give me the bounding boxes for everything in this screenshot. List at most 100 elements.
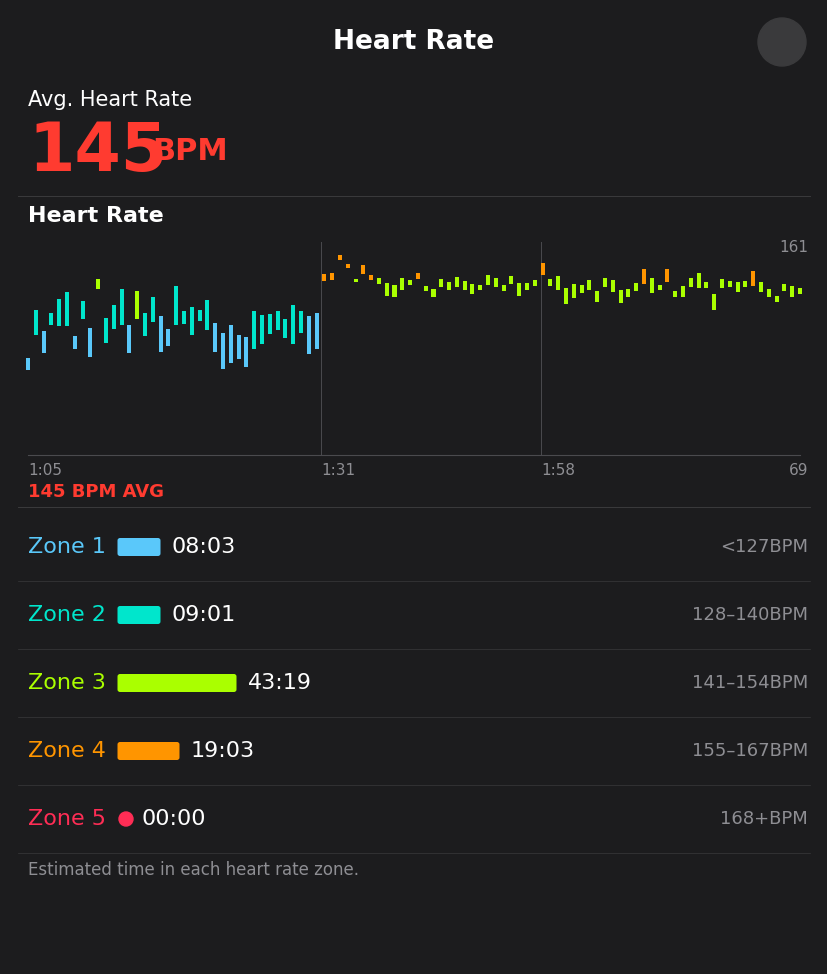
Bar	[57, 299, 61, 326]
Bar	[485, 275, 490, 285]
Bar	[353, 279, 357, 282]
Text: 141–154BPM: 141–154BPM	[691, 674, 807, 692]
Bar	[80, 301, 84, 319]
Bar	[198, 311, 201, 321]
Bar	[306, 316, 310, 354]
Text: ✕: ✕	[772, 32, 790, 52]
Bar	[517, 283, 521, 296]
Bar	[571, 284, 575, 298]
Bar	[182, 312, 186, 323]
Bar	[672, 291, 676, 297]
Bar	[766, 288, 770, 297]
Bar	[696, 273, 700, 288]
Text: 1:31: 1:31	[321, 463, 355, 478]
Bar	[727, 281, 731, 286]
Bar	[595, 290, 599, 302]
Bar	[166, 329, 170, 346]
Bar	[330, 274, 334, 280]
Circle shape	[757, 18, 805, 66]
Text: Zone 5: Zone 5	[28, 809, 106, 829]
Text: Avg. Heart Rate: Avg. Heart Rate	[28, 90, 192, 110]
Bar	[96, 279, 100, 289]
Bar	[228, 324, 232, 363]
Bar	[657, 285, 661, 290]
Bar	[34, 310, 38, 335]
Bar	[112, 305, 116, 328]
Text: Heart Rate: Heart Rate	[28, 206, 164, 226]
Bar	[189, 307, 194, 335]
Text: Zone 2: Zone 2	[28, 605, 106, 625]
Bar	[26, 358, 30, 370]
FancyBboxPatch shape	[117, 742, 179, 760]
Text: 00:00: 00:00	[141, 809, 206, 829]
Bar	[291, 306, 294, 344]
Bar	[135, 290, 139, 318]
Bar	[797, 288, 801, 294]
Bar	[119, 288, 123, 325]
Bar	[399, 278, 404, 290]
Text: 09:01: 09:01	[172, 605, 236, 625]
Bar	[127, 324, 131, 353]
Bar	[454, 277, 458, 287]
Bar	[711, 294, 715, 311]
Text: 08:03: 08:03	[172, 537, 236, 557]
Bar	[213, 323, 217, 353]
Bar	[385, 282, 388, 296]
Bar	[50, 314, 53, 324]
Bar	[719, 279, 723, 287]
Bar	[65, 292, 69, 326]
Bar	[556, 276, 560, 290]
Bar	[704, 282, 708, 288]
Bar	[151, 297, 155, 321]
FancyBboxPatch shape	[117, 674, 237, 692]
Bar	[618, 289, 622, 303]
FancyBboxPatch shape	[117, 538, 160, 556]
Bar	[734, 281, 739, 292]
Bar	[493, 278, 497, 287]
Bar	[633, 283, 638, 290]
Bar	[237, 335, 241, 358]
Bar	[392, 284, 396, 297]
Text: Zone 4: Zone 4	[28, 741, 106, 761]
Text: 145 BPM AVG: 145 BPM AVG	[28, 483, 164, 501]
Text: 155–167BPM: 155–167BPM	[691, 742, 807, 760]
Bar	[275, 311, 280, 330]
Bar	[244, 337, 248, 367]
Text: 43:19: 43:19	[248, 673, 312, 693]
Bar	[610, 280, 614, 291]
Bar	[221, 333, 225, 369]
Bar	[337, 255, 342, 260]
Text: <127BPM: <127BPM	[719, 538, 807, 556]
Bar	[743, 281, 747, 286]
Bar	[665, 269, 669, 282]
Bar	[501, 285, 505, 291]
Text: 145: 145	[28, 119, 167, 185]
Bar	[158, 316, 162, 353]
Text: 161: 161	[778, 240, 807, 255]
Bar	[73, 336, 77, 349]
Text: Zone 1: Zone 1	[28, 537, 106, 557]
Bar	[649, 279, 653, 293]
Bar	[547, 280, 552, 286]
Bar	[524, 282, 528, 289]
Bar	[408, 281, 412, 285]
Bar	[602, 279, 606, 287]
Text: 1:58: 1:58	[541, 463, 575, 478]
Text: 1:05: 1:05	[28, 463, 62, 478]
FancyBboxPatch shape	[117, 606, 160, 624]
Bar	[205, 300, 209, 330]
Text: 19:03: 19:03	[191, 741, 255, 761]
Bar	[322, 275, 326, 281]
Bar	[782, 283, 786, 290]
Bar	[104, 318, 108, 344]
Bar	[641, 270, 645, 284]
Bar	[563, 287, 567, 304]
Bar	[478, 284, 481, 289]
Text: 69: 69	[787, 463, 807, 478]
Bar	[758, 282, 762, 292]
Bar	[626, 289, 629, 297]
Bar	[462, 281, 466, 290]
Bar	[361, 265, 365, 275]
Text: 128–140BPM: 128–140BPM	[691, 606, 807, 624]
Bar	[299, 311, 303, 333]
